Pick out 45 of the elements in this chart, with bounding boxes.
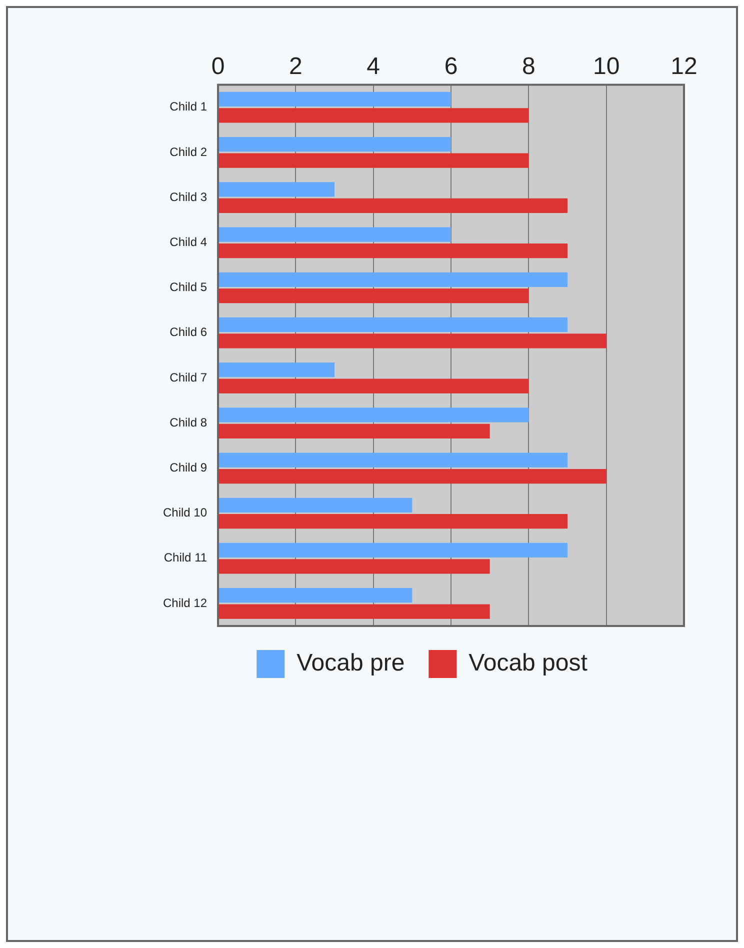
bar bbox=[218, 424, 490, 438]
x-tick-label: 0 bbox=[211, 53, 225, 80]
bar bbox=[218, 108, 529, 123]
bar bbox=[218, 92, 452, 107]
x-tick-label: 12 bbox=[670, 53, 698, 80]
y-tick-label: Child 3 bbox=[170, 190, 208, 204]
bar bbox=[218, 288, 529, 304]
bar bbox=[218, 272, 568, 287]
bar bbox=[218, 317, 568, 332]
y-tick-label: Child 12 bbox=[162, 596, 208, 610]
y-tick-label: Child 11 bbox=[164, 550, 208, 565]
bar bbox=[218, 542, 568, 558]
y-tick-label: Child 5 bbox=[170, 280, 208, 294]
y-tick-label: Child 1 bbox=[170, 100, 208, 114]
legend-label: Vocab post bbox=[468, 650, 588, 677]
y-tick-label: Child 6 bbox=[170, 325, 208, 340]
bar bbox=[218, 334, 606, 348]
bar bbox=[218, 153, 529, 168]
bar bbox=[218, 452, 568, 468]
y-tick-label: Child 7 bbox=[170, 370, 208, 384]
bar bbox=[218, 137, 452, 152]
x-tick-label: 2 bbox=[289, 53, 302, 80]
bar bbox=[218, 182, 335, 197]
bar bbox=[218, 588, 412, 603]
y-tick-label: Child 2 bbox=[170, 144, 208, 159]
y-tick-label: Child 10 bbox=[162, 506, 208, 520]
x-tick-label: 10 bbox=[592, 53, 620, 80]
bar bbox=[218, 378, 529, 394]
bar bbox=[218, 559, 490, 574]
bar bbox=[218, 408, 529, 422]
legend-label: Vocab pre bbox=[296, 650, 405, 677]
bar bbox=[218, 227, 452, 242]
bar bbox=[218, 468, 606, 484]
x-tick-label: 6 bbox=[444, 53, 458, 80]
bar bbox=[218, 362, 335, 378]
bar bbox=[218, 514, 568, 529]
bar bbox=[218, 243, 568, 258]
y-tick-label: Child 9 bbox=[170, 460, 208, 474]
y-tick-label: Child 8 bbox=[170, 415, 208, 430]
bar bbox=[218, 498, 412, 512]
x-tick-label: 8 bbox=[522, 53, 536, 80]
x-tick-label: 4 bbox=[366, 53, 380, 80]
bar bbox=[218, 198, 568, 213]
bar bbox=[218, 604, 490, 619]
y-tick-label: Child 4 bbox=[170, 234, 208, 249]
